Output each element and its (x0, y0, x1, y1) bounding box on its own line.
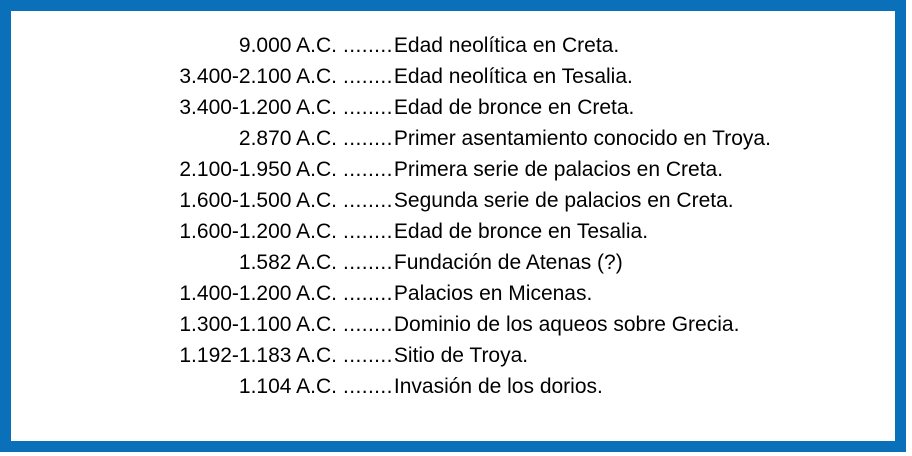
entry-event: Fundación de Atenas (?) (393, 251, 623, 274)
entry-event: Edad de bronce en Tesalia. (393, 220, 649, 243)
entry-date: 2.100-1.950 A.C. (179, 158, 337, 181)
entry-date: 3.400-2.100 A.C. (179, 65, 337, 88)
timeline-entry: 1.192-1.183 A.C. ........ Sitio de Troya… (11, 340, 895, 371)
dot-leader: ........ (343, 282, 393, 305)
timeline-entry: 1.600-1.500 A.C. ........ Segunda serie … (11, 185, 895, 216)
dot-leader: ........ (343, 344, 393, 367)
dot-leader: ........ (343, 189, 393, 212)
entry-date: 1.192-1.183 A.C. (179, 344, 337, 367)
dot-leader: ........ (343, 313, 393, 336)
dot-leader: ........ (343, 375, 393, 398)
timeline-entry: 1.300-1.100 A.C. ........ Dominio de los… (11, 309, 895, 340)
entry-date: 9.000 A.C. (238, 34, 337, 57)
entry-event: Edad neolítica en Tesalia. (393, 65, 633, 88)
entry-event: Edad de bronce en Creta. (393, 96, 635, 119)
entry-event: Segunda serie de palacios en Creta. (393, 189, 734, 212)
dot-leader: ........ (343, 158, 393, 181)
dot-leader: ........ (343, 251, 393, 274)
dot-leader: ........ (343, 96, 393, 119)
entry-date: 1.600-1.500 A.C. (179, 189, 337, 212)
timeline-list: 9.000 A.C. ........ Edad neolítica en Cr… (11, 30, 895, 402)
timeline-entry: 1.582 A.C. ........ Fundación de Atenas … (11, 247, 895, 278)
timeline-entry: 2.870 A.C. ........ Primer asentamiento … (11, 123, 895, 154)
entry-event: Sitio de Troya. (393, 344, 529, 367)
timeline-entry: 9.000 A.C. ........ Edad neolítica en Cr… (11, 30, 895, 61)
dot-leader: ........ (343, 220, 393, 243)
entry-event: Palacios en Micenas. (393, 282, 593, 305)
entry-date: 2.870 A.C. (238, 127, 337, 150)
entry-date: 3.400-1.200 A.C. (179, 96, 337, 119)
entry-event: Primera serie de palacios en Creta. (393, 158, 724, 181)
entry-date: 1.104 A.C. (238, 375, 337, 398)
entry-event: Edad neolítica en Creta. (393, 34, 620, 57)
timeline-entry: 1.600-1.200 A.C. ........ Edad de bronce… (11, 216, 895, 247)
entry-date: 1.582 A.C. (238, 251, 337, 274)
entry-event: Dominio de los aqueos sobre Grecia. (393, 313, 740, 336)
entry-date: 1.600-1.200 A.C. (179, 220, 337, 243)
entry-date: 1.300-1.100 A.C. (179, 313, 337, 336)
dot-leader: ........ (343, 34, 393, 57)
entry-event: Invasión de los dorios. (393, 375, 603, 398)
timeline-entry: 2.100-1.950 A.C. ........ Primera serie … (11, 154, 895, 185)
entry-date: 1.400-1.200 A.C. (179, 282, 337, 305)
timeline-entry: 3.400-1.200 A.C. ........ Edad de bronce… (11, 92, 895, 123)
dot-leader: ........ (343, 127, 393, 150)
dot-leader: ........ (343, 65, 393, 88)
timeline-entry: 3.400-2.100 A.C. ........ Edad neolítica… (11, 61, 895, 92)
timeline-entry: 1.400-1.200 A.C. ........ Palacios en Mi… (11, 278, 895, 309)
entry-event: Primer asentamiento conocido en Troya. (393, 127, 771, 150)
timeline-entry: 1.104 A.C. ........ Invasión de los dori… (11, 371, 895, 402)
